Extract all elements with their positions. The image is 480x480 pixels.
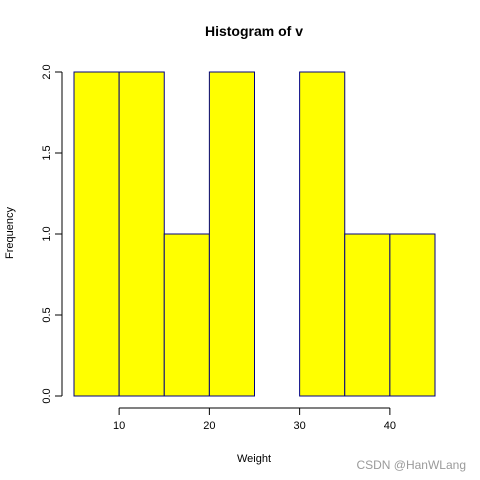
x-tick-label: 40 — [384, 420, 396, 432]
x-axis: 10 20 30 40 — [113, 407, 396, 432]
x-axis-label: Weight — [237, 453, 271, 465]
y-tick-label: 1.0 — [41, 226, 53, 241]
watermark-text: CSDN @HanWLang — [356, 458, 466, 472]
histogram-bar-6 — [299, 71, 346, 397]
bars-group — [73, 71, 436, 397]
y-tick-label: 0.5 — [41, 307, 53, 322]
x-tick-label: 30 — [294, 420, 306, 432]
y-tick-label: 0.0 — [41, 388, 53, 403]
y-axis-label: Frequency — [4, 207, 16, 259]
y-axis: 0.0 0.5 1.0 1.5 2.0 — [41, 64, 63, 404]
y-tick-label: 2.0 — [41, 64, 53, 79]
histogram-bar-8 — [389, 233, 436, 397]
x-tick-label: 20 — [203, 420, 215, 432]
histogram-bar-3 — [163, 233, 210, 397]
y-tick-label: 1.5 — [41, 145, 53, 160]
chart-title: Histogram of v — [205, 23, 303, 39]
histogram-bar-7 — [344, 233, 391, 397]
histogram-bar-4 — [208, 71, 255, 397]
histogram-bar-1 — [73, 71, 120, 397]
histogram-bar-2 — [118, 71, 165, 397]
x-tick-label: 10 — [113, 420, 125, 432]
